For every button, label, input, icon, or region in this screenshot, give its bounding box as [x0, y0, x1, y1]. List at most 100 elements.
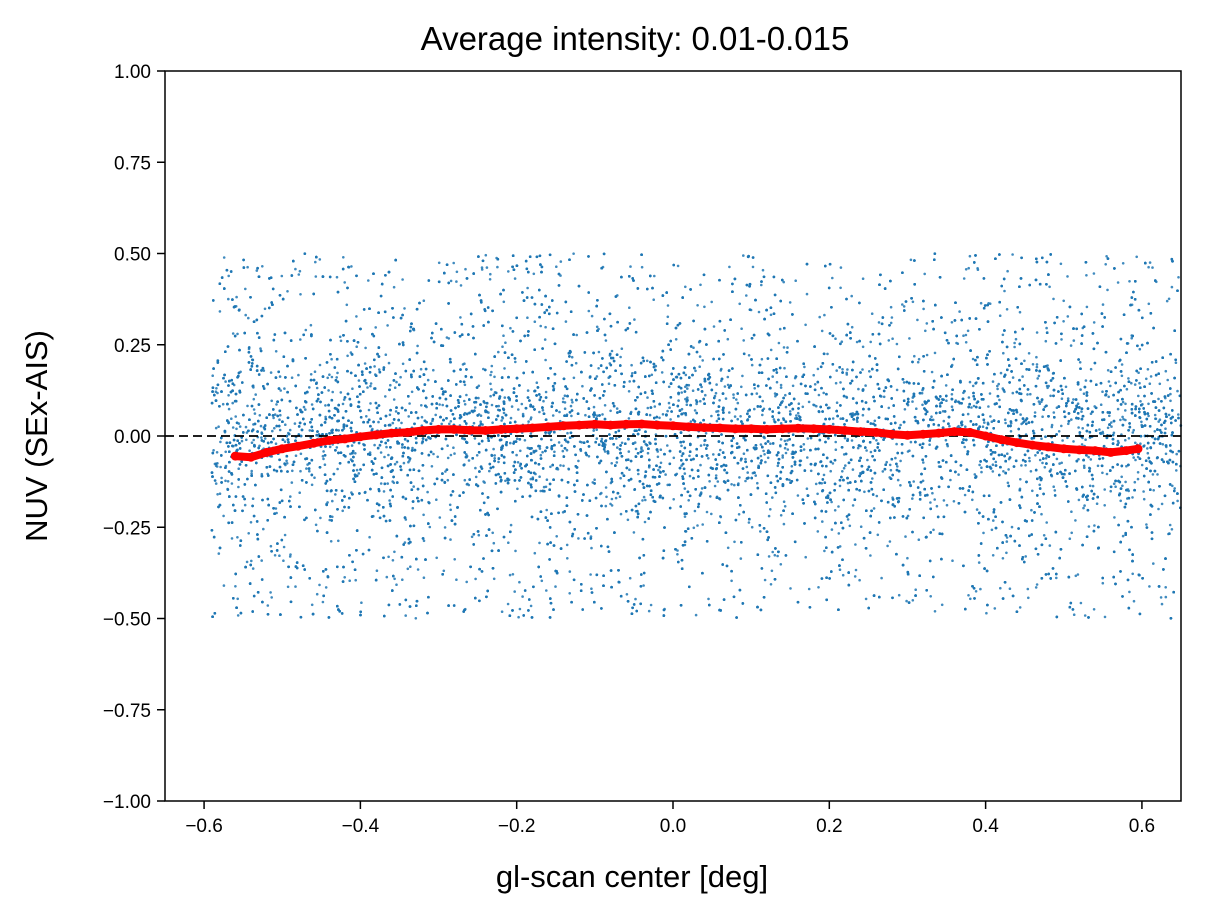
- scatter-point: [1062, 299, 1065, 303]
- scatter-point: [964, 341, 968, 344]
- scatter-point: [509, 326, 512, 330]
- scatter-point: [659, 461, 663, 465]
- scatter-point: [896, 478, 900, 482]
- scatter-point: [625, 593, 629, 596]
- scatter-point: [891, 337, 894, 341]
- scatter-point: [964, 425, 967, 429]
- scatter-point: [901, 303, 904, 306]
- scatter-point: [1041, 461, 1044, 465]
- scatter-point: [735, 398, 738, 401]
- scatter-point: [664, 473, 667, 476]
- scatter-point: [584, 413, 587, 417]
- scatter-point: [363, 362, 367, 365]
- scatter-point: [998, 314, 1002, 318]
- scatter-point: [568, 570, 572, 573]
- scatter-point: [237, 485, 240, 489]
- scatter-point: [730, 483, 733, 486]
- scatter-point: [1121, 484, 1124, 488]
- scatter-point: [1059, 262, 1063, 266]
- scatter-point: [875, 439, 878, 442]
- scatter-point: [231, 332, 235, 335]
- scatter-point: [1164, 369, 1168, 373]
- scatter-point: [384, 353, 388, 357]
- scatter-point: [1116, 407, 1120, 411]
- scatter-point: [1167, 413, 1171, 417]
- scatter-point: [263, 437, 267, 440]
- scatter-point: [1157, 420, 1160, 423]
- scatter-point: [393, 550, 396, 554]
- scatter-point: [214, 482, 218, 485]
- scatter-point: [1062, 320, 1065, 323]
- scatter-point: [769, 348, 773, 352]
- scatter-point: [274, 507, 278, 510]
- scatter-point: [382, 490, 386, 493]
- scatter-point: [971, 384, 975, 388]
- scatter-point: [224, 380, 227, 383]
- scatter-point: [1156, 473, 1159, 476]
- scatter-point: [603, 404, 607, 407]
- scatter-point: [1077, 458, 1080, 461]
- scatter-point: [1045, 384, 1049, 388]
- scatter-point: [422, 576, 426, 579]
- scatter-point: [455, 578, 458, 581]
- scatter-point: [693, 409, 697, 412]
- scatter-point: [783, 505, 787, 508]
- scatter-point: [917, 357, 921, 361]
- scatter-point: [1066, 275, 1069, 278]
- scatter-point: [421, 477, 424, 480]
- scatter-point: [515, 437, 519, 441]
- scatter-point: [493, 457, 497, 460]
- scatter-point: [411, 446, 414, 450]
- scatter-point: [463, 383, 467, 387]
- scatter-point: [510, 405, 514, 408]
- scatter-point: [950, 321, 954, 324]
- scatter-point: [280, 274, 284, 278]
- scatter-point: [1038, 483, 1041, 487]
- scatter-point: [426, 378, 430, 382]
- scatter-point: [544, 358, 547, 362]
- scatter-point: [864, 597, 868, 601]
- scatter-point: [214, 390, 218, 394]
- scatter-point: [1060, 461, 1063, 465]
- scatter-point: [507, 541, 510, 544]
- scatter-point: [701, 523, 704, 526]
- scatter-point: [1011, 253, 1014, 256]
- scatter-point: [1109, 489, 1112, 493]
- scatter-point: [980, 470, 983, 474]
- scatter-point: [895, 442, 898, 446]
- scatter-point: [1164, 586, 1167, 589]
- scatter-point: [779, 383, 783, 387]
- scatter-point: [850, 325, 854, 329]
- scatter-point: [567, 467, 570, 471]
- scatter-point: [719, 448, 722, 452]
- scatter-point: [490, 364, 494, 368]
- scatter-point: [260, 559, 264, 562]
- scatter-point: [422, 539, 426, 543]
- scatter-point: [1037, 400, 1041, 403]
- scatter-point: [563, 394, 567, 398]
- scatter-point: [887, 406, 891, 410]
- scatter-point: [620, 347, 624, 351]
- scatter-point: [1160, 602, 1164, 606]
- scatter-point: [1169, 392, 1172, 396]
- scatter-point: [245, 431, 249, 434]
- scatter-point: [1134, 458, 1137, 462]
- scatter-point: [802, 443, 806, 446]
- scatter-point: [615, 461, 619, 464]
- scatter-point: [587, 309, 591, 313]
- scatter-point: [1146, 447, 1149, 450]
- scatter-point: [222, 256, 226, 259]
- scatter-point: [401, 578, 404, 581]
- scatter-point: [520, 402, 524, 406]
- scatter-point: [726, 383, 730, 387]
- scatter-point: [637, 472, 640, 476]
- scatter-point: [967, 266, 970, 270]
- scatter-point: [700, 385, 703, 389]
- scatter-point: [866, 458, 869, 462]
- scatter-point: [442, 569, 446, 573]
- scatter-point: [475, 454, 479, 457]
- scatter-point: [1082, 506, 1085, 510]
- scatter-point: [511, 573, 515, 576]
- scatter-point: [689, 420, 693, 423]
- scatter-point: [747, 521, 751, 524]
